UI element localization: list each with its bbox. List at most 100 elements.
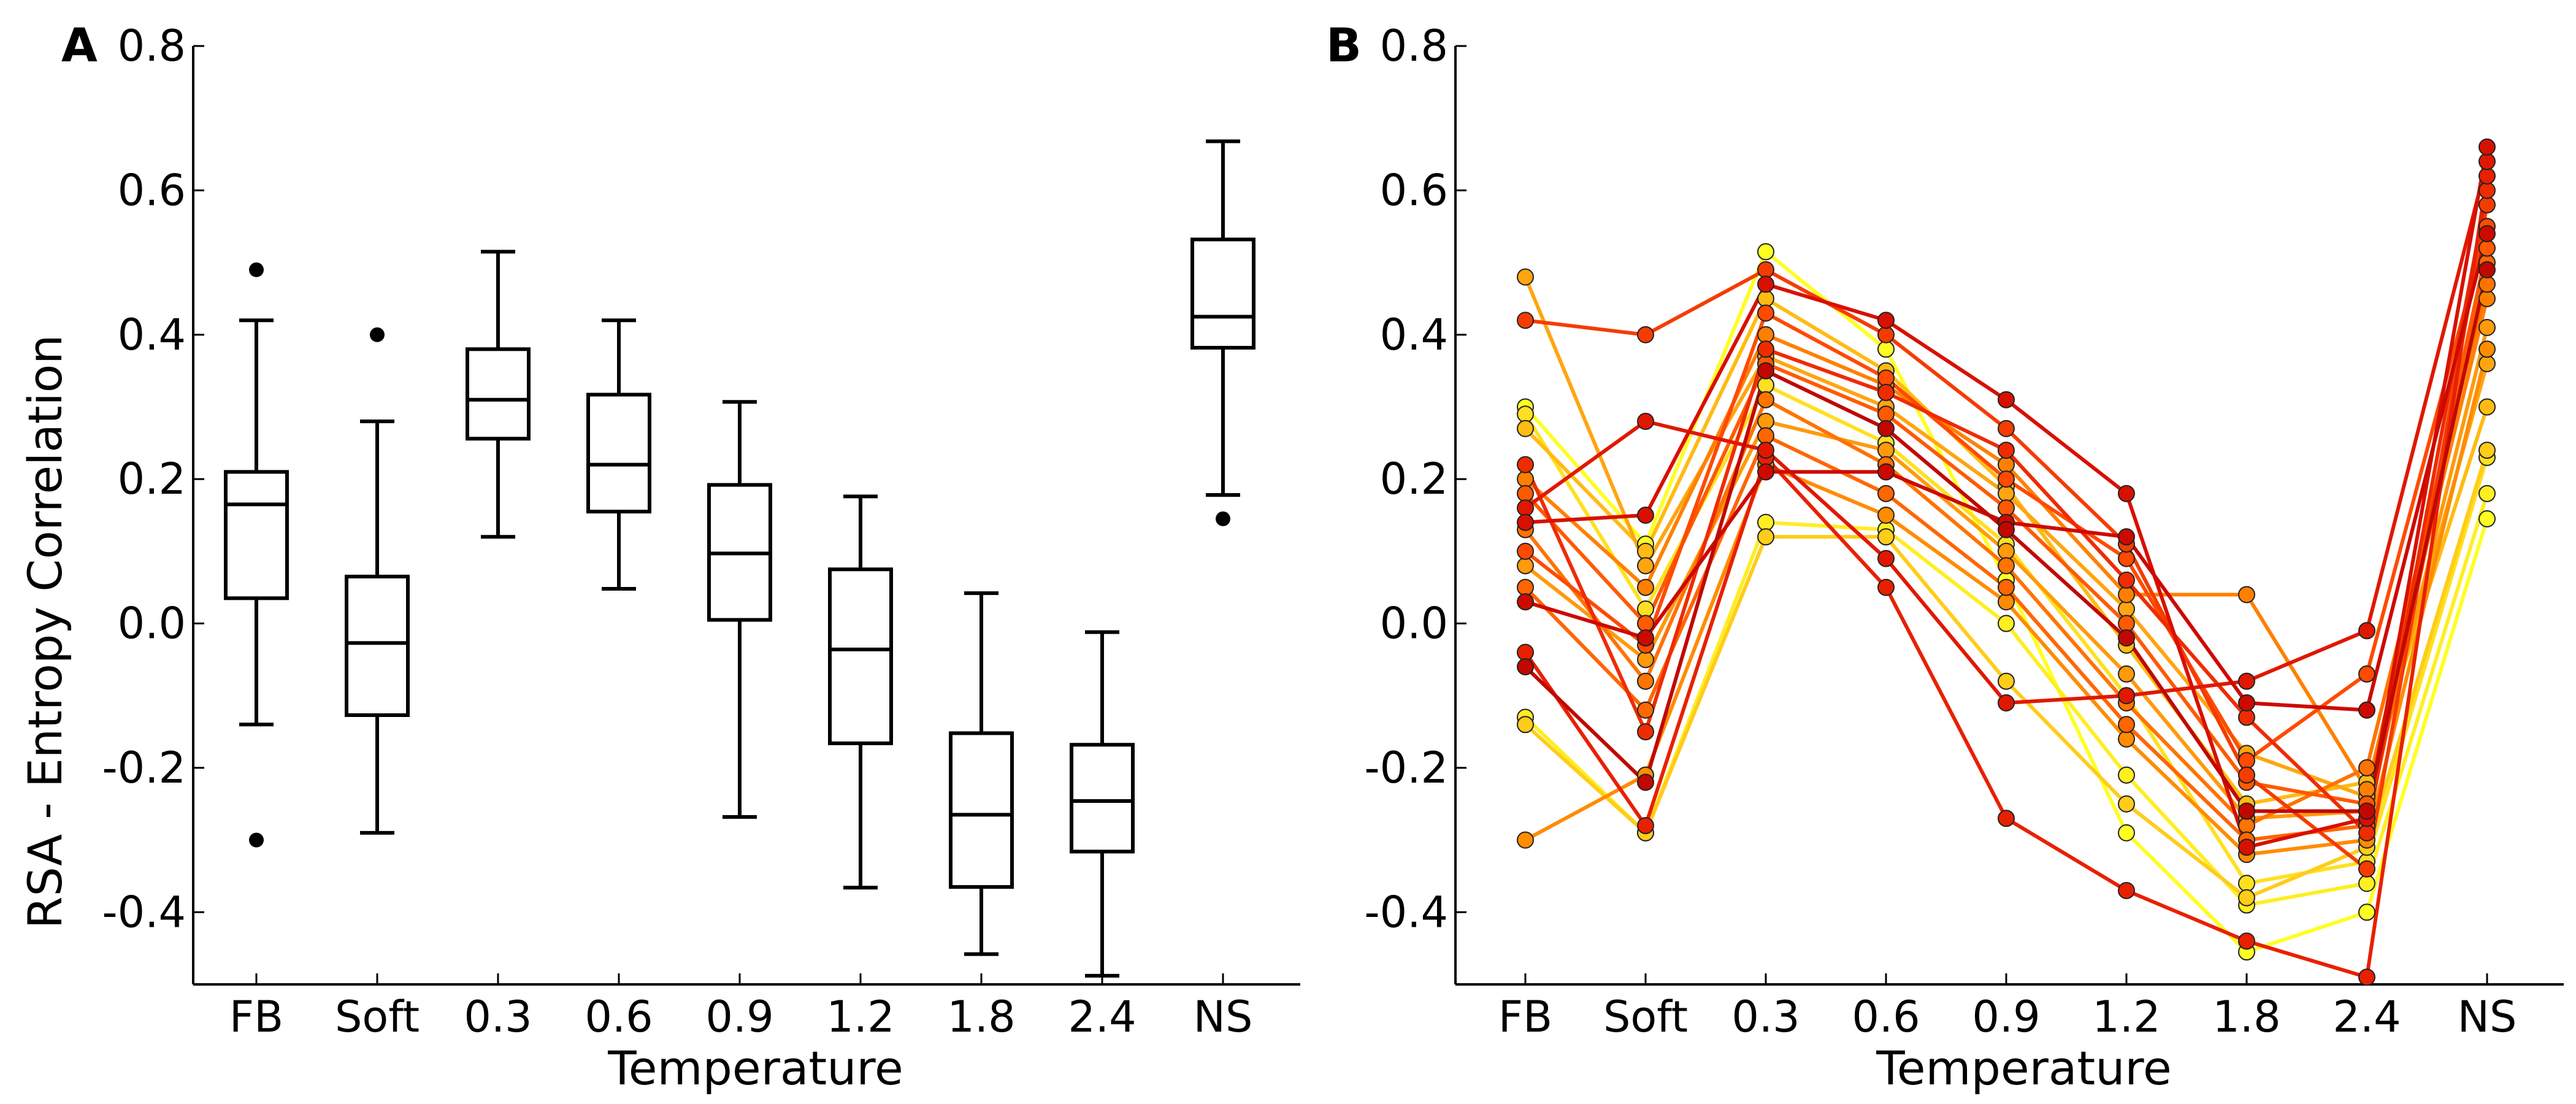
series-point [1998,391,2015,408]
series-point [1998,456,2015,473]
series-point [1757,304,1774,322]
panel-a-y-tick-label: 0.0 [118,599,186,649]
series-point [1517,542,1534,560]
panel-b-line-plot: B Temperature -0.4 -0.2 0.0 0.2 0.4 0.6 0.8 FB S… [1326,18,2564,1095]
series-point [2238,875,2255,892]
panel-a-x-tick-label: 1.2 [826,992,894,1042]
panel-b-x-tick-label: 0.3 [1731,992,1800,1042]
series-point [2478,510,2496,527]
series-point [1998,578,2015,596]
box-outlier-point [249,262,264,277]
series-point [2478,340,2496,358]
series-point [1517,658,1534,676]
box-outlier-point [370,327,385,342]
panel-b-y-tick-label: -0.2 [1364,743,1448,793]
series-point [2118,687,2135,705]
series-point [2478,485,2496,502]
series-point [2118,766,2135,784]
panel-a-x-tick-label: 2.4 [1068,992,1136,1042]
series-point [1517,312,1534,329]
series-point [1998,593,2015,611]
series-point [2238,932,2255,950]
series-point [2358,759,2375,776]
series-point [1998,557,2015,575]
series-point [2478,398,2496,416]
series-point [2358,622,2375,640]
series-point [2118,485,2135,502]
panel-a-y-tick-label: 0.8 [118,21,186,71]
series-point [2118,600,2135,618]
series-point [1517,578,1534,596]
panel-a-boxplot: A Temperature RSA - Entropy Correlation … [18,18,1300,1095]
box-iqr [345,575,410,718]
series-point [2478,442,2496,459]
series-point [1517,557,1534,575]
series-point [1757,275,1774,293]
series-point [1757,413,1774,430]
series-point [1998,810,2015,827]
panel-a-x-tick-label: 0.9 [705,992,773,1042]
series-point [1877,312,1895,329]
panel-b-y-tick-label: 0.8 [1380,21,1448,71]
series-point [2478,138,2496,156]
panel-b-x-tick-label: 1.2 [2092,992,2160,1042]
series-point [2478,261,2496,278]
series-point [1637,557,1654,575]
series-point [1637,701,1654,719]
series-point [1517,420,1534,437]
series-point [1517,513,1534,531]
series-point [1637,651,1654,669]
series-point [2358,665,2375,683]
panel-b-x-tick-label: FB [1498,992,1552,1042]
box-iqr [224,470,289,600]
series-point [1637,629,1654,647]
series-point [1877,326,1895,343]
series-point [2238,766,2255,784]
series-point [1877,420,1895,437]
series-point [1757,289,1774,307]
series-point [2118,550,2135,567]
panel-a-y-tick-label: -0.4 [102,887,186,937]
series-point [2358,860,2375,878]
panel-b-x-tick-label: 0.6 [1852,992,1920,1042]
series-point [2478,275,2496,293]
panel-b-x-axis-title: Temperature [1876,1041,2171,1095]
panel-a-x-tick-label: 1.8 [947,992,1015,1042]
panel-a-label: A [61,18,98,72]
series-point [2478,239,2496,257]
series-point [2478,289,2496,307]
series-point [2238,889,2255,907]
series-point [2358,875,2375,892]
panel-a-y-tick-label: -0.2 [102,743,186,793]
series-point [1757,340,1774,358]
series-point [1877,485,1895,502]
series-point [2478,182,2496,199]
series-point [1517,831,1534,849]
series-point [1998,470,2015,488]
series-point [2238,708,2255,726]
series-point [1517,456,1534,473]
series-point [1998,420,2015,437]
series-point [2238,817,2255,835]
panel-a-y-tick-label: 0.6 [118,165,186,215]
panel-a-y-tick-label: 0.2 [118,454,186,504]
series-point [2118,882,2135,899]
series-point [2358,968,2375,986]
box-outlier-point [1216,511,1230,526]
series-point [1877,507,1895,524]
series-point [2118,528,2135,546]
series-point [2238,752,2255,770]
series-point [2238,802,2255,820]
series-point [2358,903,2375,921]
series-point [1877,369,1895,387]
series-point [1637,578,1654,596]
panel-b-y-tick-label: 0.4 [1380,310,1448,360]
panel-b-x-tick-label: 1.8 [2212,992,2280,1042]
series-point [1757,243,1774,261]
series-point [1998,499,2015,517]
box-outlier-point [249,832,264,848]
series-point [1757,377,1774,394]
series-point [2238,694,2255,711]
series-point [1637,600,1654,618]
